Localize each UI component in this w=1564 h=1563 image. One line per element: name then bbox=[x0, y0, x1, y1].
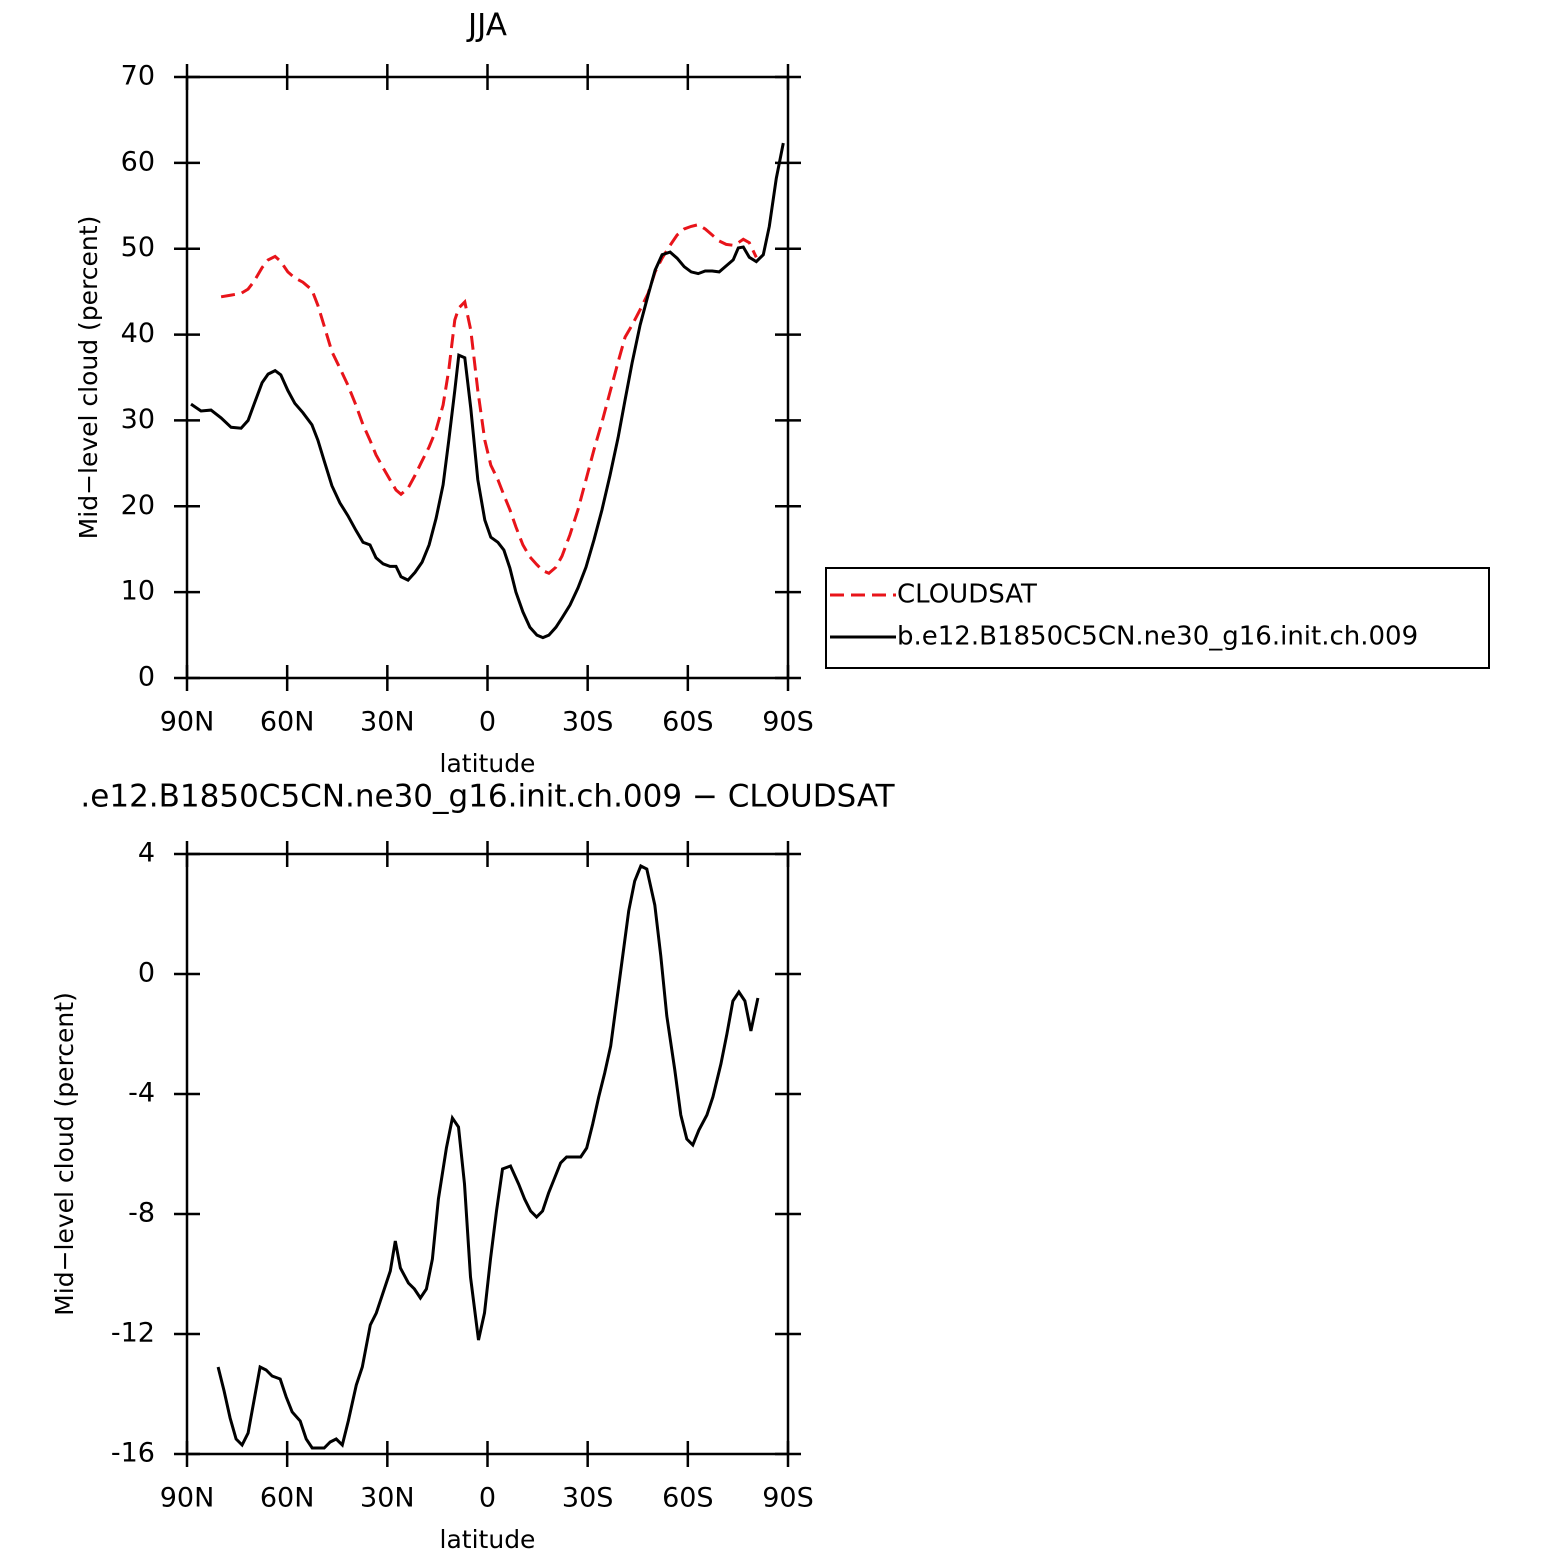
y-axis-label: Mid−level cloud (percent) bbox=[50, 992, 79, 1316]
x-tick-label: 60N bbox=[260, 707, 315, 738]
data-line bbox=[190, 142, 785, 640]
data-line bbox=[216, 863, 760, 1450]
x-tick-label: 60N bbox=[260, 1483, 315, 1514]
chart-title: JJA bbox=[466, 8, 507, 44]
y-tick-label: 20 bbox=[121, 490, 155, 521]
y-axis-label: Mid−level cloud (percent) bbox=[74, 216, 103, 540]
x-axis-label: latitude bbox=[440, 1525, 536, 1554]
y-tick-label: 70 bbox=[121, 61, 155, 92]
legend-label: b.e12.B1850C5CN.ne30_g16.init.ch.009 bbox=[897, 622, 1418, 652]
x-tick-label: 30N bbox=[360, 707, 415, 738]
legend-label: CLOUDSAT bbox=[897, 580, 1037, 610]
x-axis-label: latitude bbox=[440, 749, 536, 778]
data-line bbox=[220, 223, 758, 576]
chart-title: .e12.B1850C5CN.ne30_g16.init.ch.009 − CL… bbox=[80, 779, 895, 815]
y-tick-label: 0 bbox=[138, 958, 155, 989]
plot-frame bbox=[185, 852, 790, 1456]
y-tick-label: 50 bbox=[121, 232, 155, 263]
y-tick-label: 10 bbox=[121, 576, 155, 607]
x-tick-label: 0 bbox=[479, 1483, 496, 1514]
x-tick-label: 90N bbox=[160, 1483, 215, 1514]
x-tick-label: 30S bbox=[562, 1483, 614, 1514]
plot-frame bbox=[185, 75, 790, 680]
y-tick-label: -8 bbox=[128, 1198, 155, 1229]
y-tick-label: 4 bbox=[138, 838, 155, 869]
y-tick-label: 60 bbox=[121, 146, 155, 177]
x-tick-label: 0 bbox=[479, 707, 496, 738]
x-tick-label: 90N bbox=[160, 707, 215, 738]
x-tick-label: 30N bbox=[360, 1483, 415, 1514]
y-tick-label: -4 bbox=[128, 1078, 155, 1109]
x-tick-label: 90S bbox=[762, 1483, 814, 1514]
y-tick-label: -12 bbox=[111, 1318, 155, 1349]
x-tick-label: 60S bbox=[662, 1483, 714, 1514]
x-tick-label: 90S bbox=[762, 707, 814, 738]
x-tick-label: 30S bbox=[562, 707, 614, 738]
y-tick-label: -16 bbox=[111, 1438, 155, 1469]
x-tick-label: 60S bbox=[662, 707, 714, 738]
y-tick-label: 40 bbox=[121, 318, 155, 349]
y-tick-label: 30 bbox=[121, 404, 155, 435]
legend-box bbox=[825, 567, 1490, 669]
y-tick-label: 0 bbox=[138, 662, 155, 693]
